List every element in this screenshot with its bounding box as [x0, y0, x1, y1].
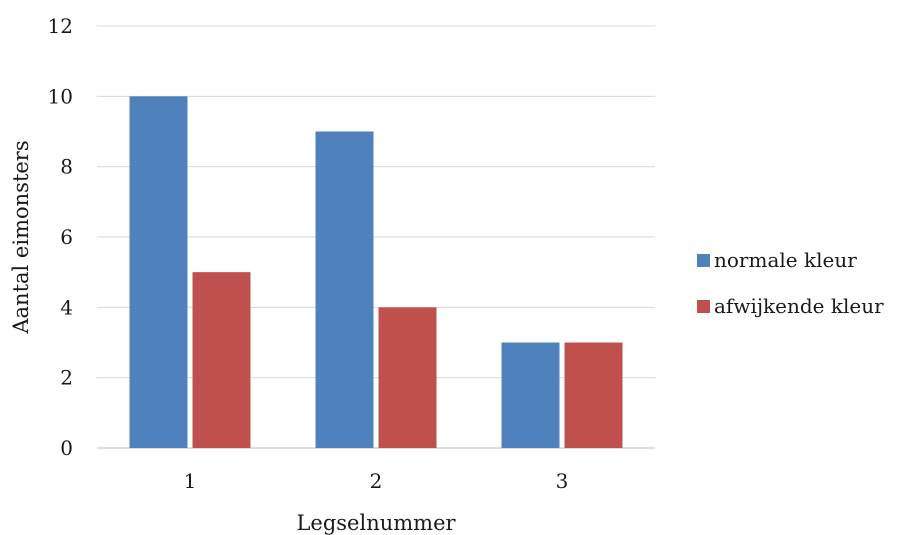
y-tick-label: 4	[60, 295, 73, 319]
x-axis-ticks: 1 2 3	[184, 469, 569, 493]
bars	[129, 96, 623, 448]
y-tick-label: 8	[60, 155, 73, 179]
x-axis-title: Legselnummer	[296, 511, 456, 535]
legend-label-afwijkende-kleur: afwijkende kleur	[714, 294, 884, 318]
bar-normale-kleur-1	[129, 96, 188, 448]
bar-afwijkende-kleur-3	[564, 342, 623, 448]
x-tick-label: 1	[184, 469, 197, 493]
gridlines	[97, 25, 655, 449]
y-tick-label: 10	[48, 84, 73, 108]
bar-afwijkende-kleur-2	[378, 307, 437, 448]
legend-swatch-afwijkende-kleur	[697, 300, 710, 313]
y-tick-label: 2	[60, 366, 73, 390]
y-axis-title: Aantal eimonsters	[9, 140, 33, 334]
y-tick-label: 0	[60, 436, 73, 460]
legend-label-normale-kleur: normale kleur	[714, 248, 857, 272]
x-tick-label: 3	[556, 469, 569, 493]
y-axis-ticks: 0 2 4 6 8 10 12	[48, 14, 73, 460]
bar-normale-kleur-2	[315, 131, 374, 448]
x-tick-label: 2	[370, 469, 383, 493]
bar-afwijkende-kleur-1	[192, 272, 251, 448]
bar-normale-kleur-3	[501, 342, 560, 448]
y-tick-label: 6	[60, 225, 73, 249]
legend-swatch-normale-kleur	[697, 254, 710, 267]
legend: normale kleur afwijkende kleur	[697, 248, 884, 318]
y-tick-label: 12	[48, 14, 73, 38]
